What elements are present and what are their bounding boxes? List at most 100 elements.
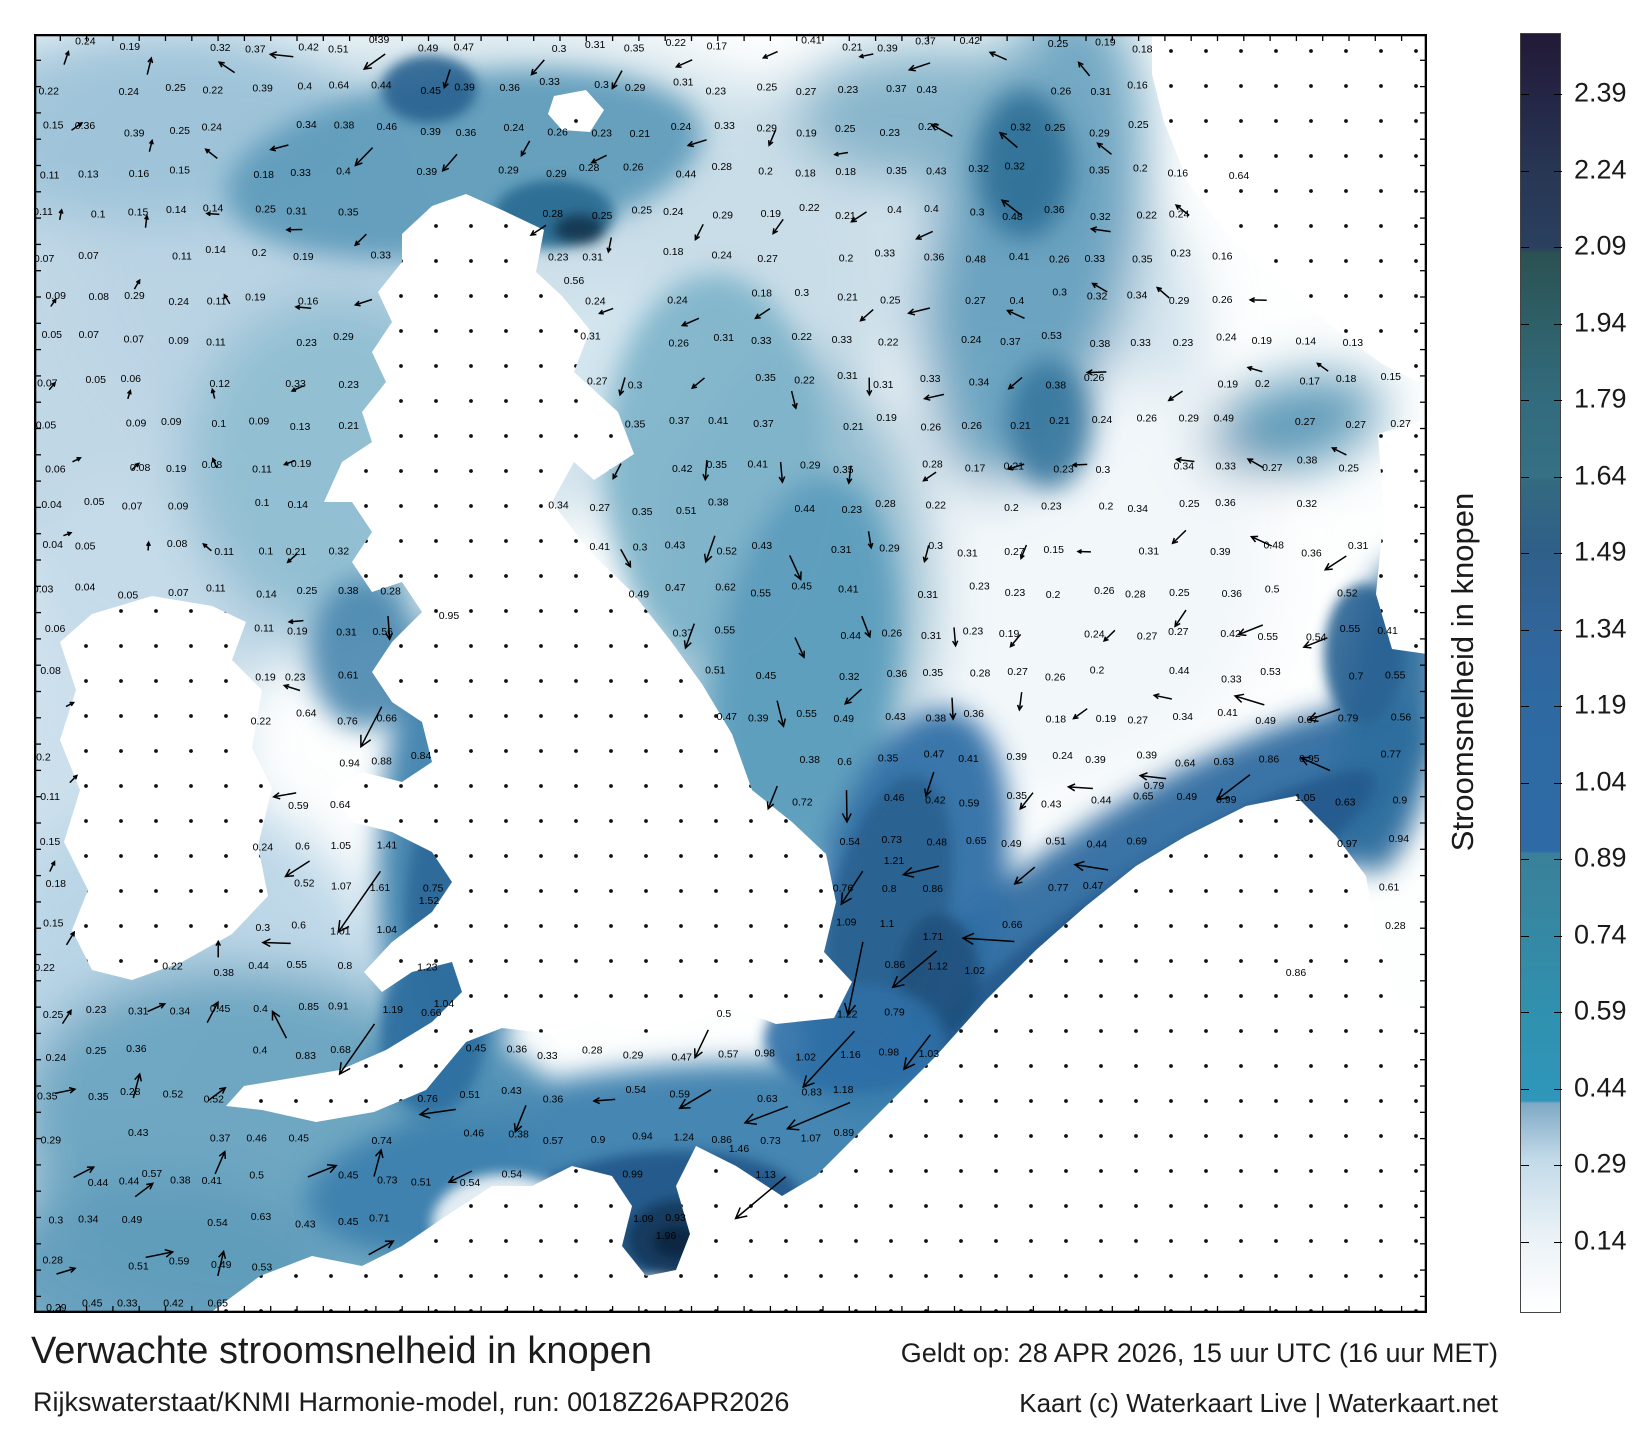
current-arrow [354,233,367,247]
speed-label: 0.18 [253,169,274,181]
speed-label: 0.05 [36,420,57,432]
speed-label: 0.39 [454,82,475,94]
speed-label: 0.35 [624,43,645,55]
speed-label: 0.07 [124,334,145,346]
speed-label: 0.35 [1132,253,1153,265]
speed-label: 0.55 [287,959,308,971]
speed-label: 0.27 [590,502,611,514]
speed-label: 0.23 [296,337,317,349]
speed-label: 0.48 [1263,539,1284,551]
speed-label: 0.23 [338,379,359,391]
speed-label: 0.65 [966,835,987,847]
speed-label: 0.28 [712,161,733,173]
speed-label: 0.36 [499,82,520,94]
speed-label: 0.52 [717,545,738,557]
current-arrow [54,1086,77,1095]
speed-label: 0.63 [757,1093,778,1105]
speed-label: 1.07 [801,1132,822,1144]
current-arrow [283,459,296,466]
current-arrow [790,390,798,410]
current-arrow [530,59,545,76]
speed-label: 0.07 [122,500,143,512]
current-arrow [693,1029,709,1060]
speed-label: 0.73 [760,1135,781,1147]
colorbar-tick-mark [1554,553,1562,555]
speed-label: 0.07 [37,377,58,389]
speed-label: 0.38 [1046,379,1067,391]
speed-label: 0.33 [537,1050,558,1062]
speed-label: 0.63 [1214,756,1235,768]
speed-label: 0.18 [752,287,773,299]
current-arrow [767,129,777,147]
colorbar-tick-label: 2.24 [1574,153,1627,184]
speed-label: 0.14 [288,499,309,511]
current-arrow [1072,708,1088,720]
speed-label: 0.34 [296,119,317,131]
speed-label: 0.21 [842,42,863,54]
current-arrow [840,870,864,906]
current-arrow [1155,286,1170,299]
speed-label: 0.22 [799,202,820,214]
speed-label: 0.63 [251,1211,272,1223]
speed-label: 1.13 [755,1169,776,1181]
speed-label: 0.35 [706,459,727,471]
current-arrow [915,230,934,240]
current-arrow [590,154,607,164]
speed-label: 0.25 [255,203,276,215]
current-arrow [271,1009,288,1039]
speed-label: 0.29 [46,1302,67,1313]
speed-label: 0.28 [579,162,600,174]
speed-label-notable: 1.52 [419,895,440,907]
speed-label: 0.43 [917,84,938,96]
speed-label: 0.15 [43,918,64,930]
speed-label: 0.44 [840,630,861,642]
current-arrow [597,307,614,315]
speed-label: 0.54 [626,1084,647,1096]
speed-label: 1.02 [795,1052,816,1064]
speed-label: 0.7 [1349,670,1364,682]
speed-label: 0.26 [882,628,903,640]
speed-label: 0.33 [371,249,392,261]
current-arrow [385,616,394,641]
speed-label: 0.33 [1130,337,1151,349]
current-arrow [1330,447,1347,456]
speed-label: 0.33 [1221,674,1242,686]
speed-label: 0.07 [34,253,54,265]
speed-label: 0.35 [625,419,646,431]
speed-label: 0.23 [963,626,984,638]
current-arrow [776,700,787,728]
speed-label: 1.1 [880,918,895,930]
speed-label: 0.24 [75,36,96,48]
colorbar-tick-mark [1521,476,1529,478]
speed-label: 0.64 [1175,758,1196,770]
speed-label: 0.86 [1259,753,1280,765]
speed-label: 0.64 [296,707,317,719]
colorbar-tick-mark [1521,1241,1529,1243]
speed-label: 0.22 [666,37,687,49]
speed-label: 0.5 [249,1169,264,1181]
speed-label: 0.66 [421,1007,442,1019]
speed-label: 0.51 [676,505,697,517]
map-canvas: 0.24 0.19 0.32 0.37 0.42 0.51 0.39 0.49 0.47 0.3 0… [34,34,1427,1313]
speed-label: 0.25 [1045,122,1066,134]
speed-label: 0.77 [1381,749,1402,761]
current-arrow [1174,204,1190,216]
speed-label: 0.39 [252,82,273,94]
current-arrow [284,860,311,878]
speed-label: 0.07 [79,329,100,341]
colorbar [1520,33,1561,1313]
speed-label: 0.32 [968,163,989,175]
speed-label: 0.36 [456,127,477,139]
current-arrow [373,1148,384,1177]
current-arrow [65,930,76,946]
speed-label: 0.52 [294,877,315,889]
speed-label: 0.55 [750,587,771,599]
speed-label: 0.2 [1099,500,1114,512]
speed-label: 0.09 [168,335,189,347]
speed-label: 0.15 [40,836,61,848]
speed-label: 0.23 [1041,500,1062,512]
current-arrow [1007,376,1023,390]
colorbar-tick-mark [1554,629,1562,631]
current-arrow [1299,756,1331,772]
speed-label: 0.42 [925,795,946,807]
